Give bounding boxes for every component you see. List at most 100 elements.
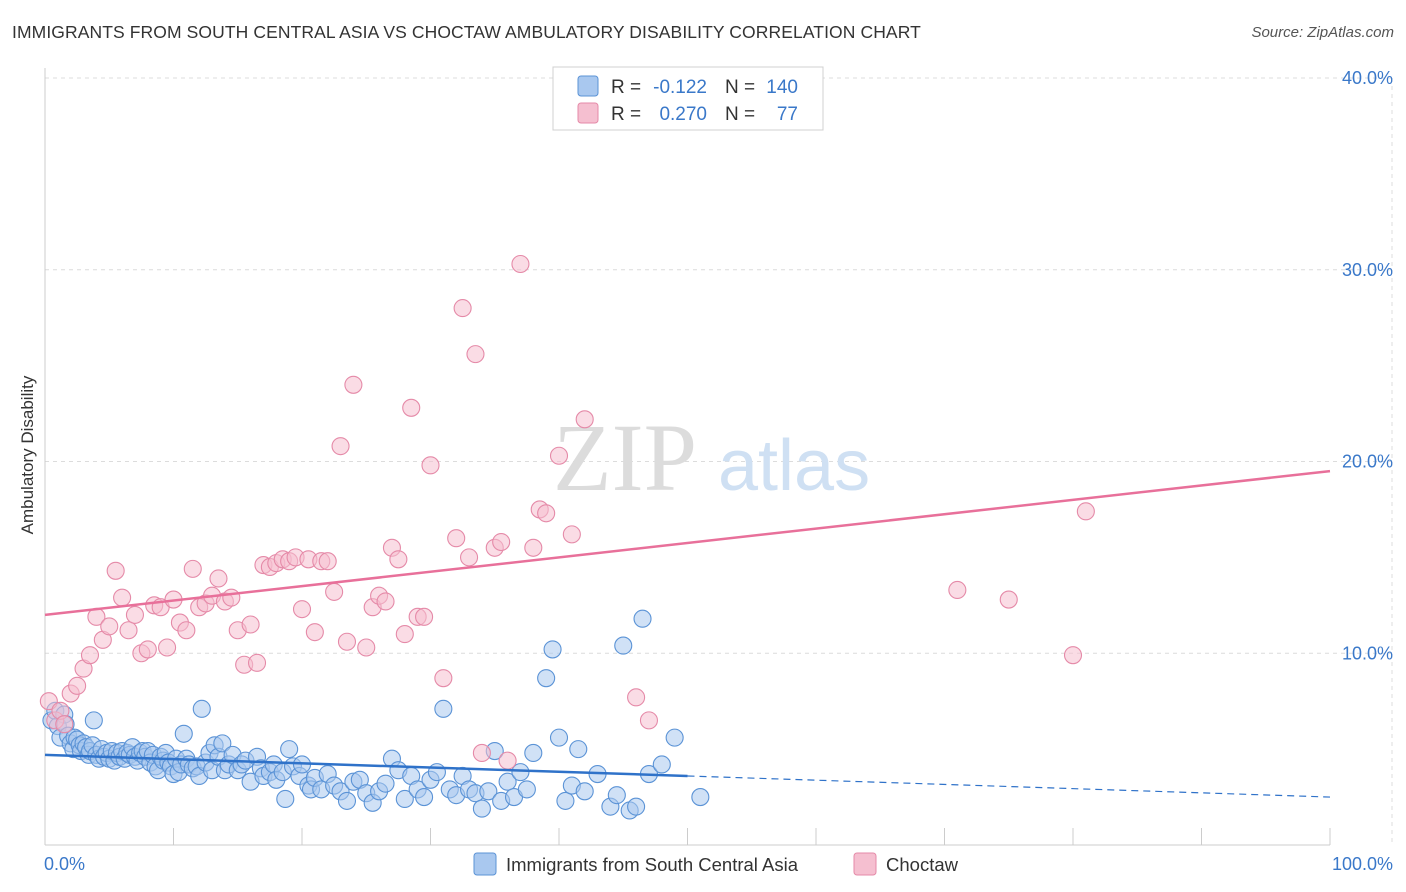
data-point [415, 788, 434, 807]
data-point [337, 791, 357, 810]
trend-line-blue [44, 753, 688, 778]
data-point [466, 345, 485, 364]
data-point [119, 621, 138, 640]
data-point [415, 607, 434, 626]
data-point [691, 788, 710, 807]
data-point [511, 763, 530, 782]
data-point [614, 636, 633, 655]
data-point [434, 699, 453, 718]
data-point [517, 780, 536, 799]
data-point [55, 715, 74, 734]
data-point [543, 640, 562, 659]
data-point [158, 638, 177, 657]
data-point [524, 538, 543, 557]
chart-title: IMMIGRANTS FROM SOUTH CENTRAL ASIA VS CH… [12, 22, 921, 42]
data-point [402, 398, 421, 417]
legend-swatch-0[interactable] [473, 852, 497, 876]
data-point [575, 410, 594, 429]
x-tick-label-min: 0.0% [44, 854, 85, 874]
data-point [472, 799, 491, 818]
data-point [627, 688, 646, 707]
data-point [241, 615, 260, 634]
data-point [421, 456, 440, 475]
legend-swatch-1[interactable] [853, 852, 877, 876]
data-point [84, 711, 103, 730]
data-point [999, 590, 1018, 609]
trend-line-pink [44, 469, 1331, 617]
data-point [318, 552, 337, 571]
data-point [222, 588, 241, 607]
data-point [434, 669, 453, 688]
data-point [549, 446, 569, 465]
data-point [113, 588, 132, 607]
data-point [1063, 646, 1083, 665]
data-point [376, 774, 395, 793]
data-point [174, 724, 193, 743]
data-point [427, 763, 446, 782]
data-point [498, 772, 517, 791]
data-point [607, 786, 626, 805]
stats-n-label: N = [725, 104, 755, 125]
data-point [524, 743, 543, 763]
data-point [331, 437, 350, 456]
watermark-atlas: atlas [718, 426, 870, 506]
data-point [479, 782, 498, 801]
data-point [627, 797, 646, 816]
data-point [537, 669, 556, 688]
data-point [498, 751, 517, 770]
data-point [305, 623, 324, 642]
data-point [1076, 502, 1095, 521]
data-point [575, 782, 594, 801]
data-point [177, 621, 196, 640]
data-point [344, 375, 363, 394]
tick-labels: 10.0% 20.0% 30.0% 40.0% 0.0% 100.0% [44, 68, 1393, 874]
data-points [39, 254, 1095, 820]
data-point [948, 580, 967, 600]
data-point [337, 632, 357, 651]
y-tick-label: 20.0% [1342, 452, 1393, 472]
data-point [100, 617, 119, 636]
data-point [213, 734, 232, 753]
trend-lines [44, 469, 1331, 798]
data-point [389, 550, 408, 569]
data-point [183, 559, 202, 578]
y-tick-label: 30.0% [1342, 260, 1393, 280]
gridlines [45, 77, 1393, 845]
data-point [652, 755, 671, 774]
data-point [280, 740, 299, 759]
stats-r-label: R = [611, 104, 641, 125]
stats-legend-swatch [577, 102, 599, 124]
data-point [633, 609, 652, 628]
data-point [549, 728, 569, 747]
stats-legend: R = -0.122 N = 140 R = 0.270 N = 77 [552, 66, 824, 131]
data-point [276, 789, 295, 809]
data-point [511, 254, 530, 274]
data-point [376, 592, 395, 611]
data-point [492, 532, 511, 552]
legend-label-1[interactable]: Choctaw [886, 854, 959, 875]
data-point [472, 743, 491, 763]
data-point [192, 699, 211, 718]
stats-r-value: -0.122 [653, 77, 707, 98]
data-point [247, 653, 267, 672]
data-point [80, 646, 100, 665]
stats-n-value: 77 [777, 104, 798, 125]
data-point [39, 692, 58, 711]
stats-n-value: 140 [766, 77, 798, 98]
data-point [569, 740, 588, 759]
data-point [459, 548, 479, 567]
data-point [395, 789, 414, 809]
data-point [292, 600, 312, 619]
data-point [357, 638, 376, 657]
stats-n-label: N = [725, 77, 755, 98]
data-point [447, 529, 466, 548]
legend-label-0[interactable]: Immigrants from South Central Asia [506, 854, 799, 875]
series-legend: Immigrants from South Central Asia Chocta… [473, 852, 959, 876]
data-point [68, 676, 87, 695]
y-tick-label: 10.0% [1342, 643, 1393, 663]
data-point [537, 504, 556, 523]
data-point [562, 525, 581, 544]
data-point [556, 791, 575, 810]
series-1-points [39, 254, 1095, 770]
data-point [138, 640, 157, 659]
